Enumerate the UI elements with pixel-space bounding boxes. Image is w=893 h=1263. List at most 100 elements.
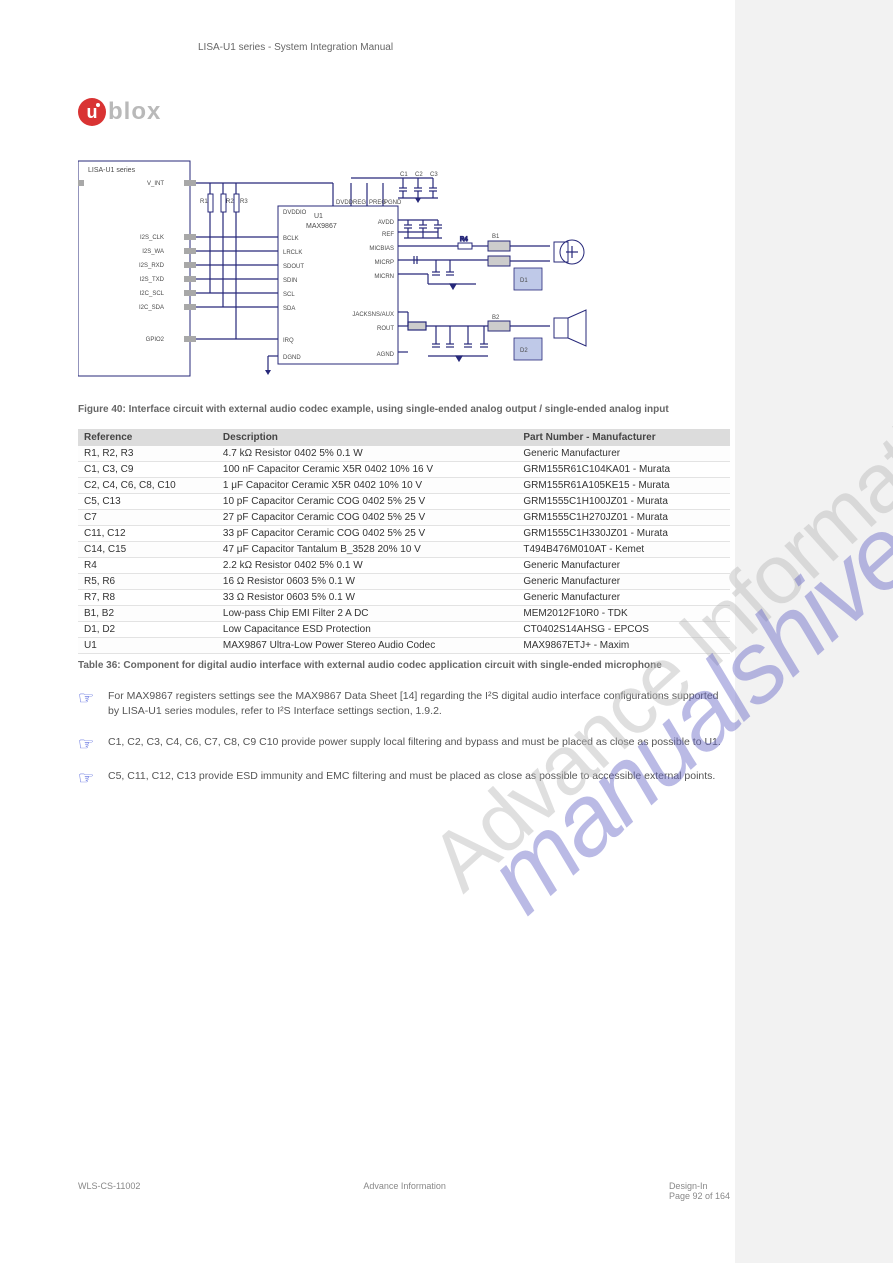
svg-text:I2C_SDA: I2C_SDA: [139, 305, 164, 311]
svg-text:REG: REG: [353, 200, 366, 206]
table-cell: D1, D2: [78, 622, 217, 638]
table-cell: B1, B2: [78, 606, 217, 622]
footer-center: Advance Information: [363, 1181, 446, 1201]
table-cell: T494B476M010AT - Kemet: [517, 542, 730, 558]
diag-module-label: LISA-U1 series: [88, 167, 136, 174]
pointer-icon: ☞: [78, 689, 98, 719]
table-cell: GRM155R61A105KE15 - Murata: [517, 478, 730, 494]
svg-text:I2S_WA: I2S_WA: [142, 249, 164, 255]
svg-text:PGND: PGND: [384, 200, 402, 206]
table-row: D1, D2Low Capacitance ESD ProtectionCT04…: [78, 622, 730, 638]
logo-text: blox: [108, 98, 161, 126]
svg-text:MICRP: MICRP: [375, 260, 394, 266]
table-caption: Table 36: Component for digital audio in…: [78, 660, 730, 671]
table-cell: GRM1555C1H270JZ01 - Murata: [517, 510, 730, 526]
svg-text:R1: R1: [200, 199, 208, 205]
col-ref: Reference: [78, 429, 217, 446]
bom-table: Reference Description Part Number - Manu…: [78, 429, 730, 654]
table-cell: Generic Manufacturer: [517, 574, 730, 590]
svg-text:C2: C2: [415, 172, 423, 178]
pointer-icon: ☞: [78, 735, 98, 753]
svg-text:I2S_RXD: I2S_RXD: [139, 263, 165, 269]
note-item: ☞ C5, C11, C12, C13 provide ESD immunity…: [78, 769, 730, 787]
svg-text:DVDDIO: DVDDIO: [283, 210, 307, 216]
table-row: C11, C1233 pF Capacitor Ceramic COG 0402…: [78, 526, 730, 542]
svg-text:R4: R4: [460, 237, 468, 243]
svg-text:R2: R2: [226, 199, 234, 205]
table-cell: 10 pF Capacitor Ceramic COG 0402 5% 25 V: [217, 494, 517, 510]
diagram-svg: .blk { fill:none; stroke:#27287a; stroke…: [78, 156, 608, 396]
table-cell: MAX9867 Ultra-Low Power Stereo Audio Cod…: [217, 638, 517, 654]
table-cell: C2, C4, C6, C8, C10: [78, 478, 217, 494]
svg-text:SCL: SCL: [283, 292, 295, 298]
svg-text:I2C_SCL: I2C_SCL: [140, 291, 165, 297]
table-cell: 2.2 kΩ Resistor 0402 5% 0.1 W: [217, 558, 517, 574]
logo-ball: u: [78, 98, 106, 126]
table-cell: 47 μF Capacitor Tantalum B_3528 20% 10 V: [217, 542, 517, 558]
table-row: C727 pF Capacitor Ceramic COG 0402 5% 25…: [78, 510, 730, 526]
svg-text:MICBIAS: MICBIAS: [369, 246, 394, 252]
table-cell: GRM1555C1H330JZ01 - Murata: [517, 526, 730, 542]
header-line1: LISA-U1 series - System Integration Manu…: [198, 42, 393, 53]
table-cell: MEM2012F10R0 - TDK: [517, 606, 730, 622]
note-text: C5, C11, C12, C13 provide ESD immunity a…: [108, 769, 715, 787]
table-cell: 100 nF Capacitor Ceramic X5R 0402 10% 16…: [217, 462, 517, 478]
table-cell: Generic Manufacturer: [517, 590, 730, 606]
svg-text:R3: R3: [240, 199, 248, 205]
running-header: LISA-U1 series - System Integration Manu…: [198, 42, 718, 53]
svg-text:GPIO2: GPIO2: [146, 337, 165, 343]
footer-left: WLS-CS-11002: [78, 1181, 140, 1201]
svg-text:DGND: DGND: [283, 355, 301, 361]
svg-text:I2S_CLK: I2S_CLK: [140, 235, 164, 241]
col-desc: Description: [217, 429, 517, 446]
table-cell: 27 pF Capacitor Ceramic COG 0402 5% 25 V: [217, 510, 517, 526]
diag-codec-label: MAX9867: [306, 223, 337, 230]
table-row: R42.2 kΩ Resistor 0402 5% 0.1 WGeneric M…: [78, 558, 730, 574]
svg-text:V_INT: V_INT: [147, 181, 164, 187]
svg-text:I2S_TXD: I2S_TXD: [140, 277, 165, 283]
pointer-icon: ☞: [78, 769, 98, 787]
table-cell: C14, C15: [78, 542, 217, 558]
table-cell: GRM1555C1H100JZ01 - Murata: [517, 494, 730, 510]
svg-text:BCLK: BCLK: [283, 236, 299, 242]
svg-text:AGND: AGND: [377, 352, 395, 358]
table-row: R7, R833 Ω Resistor 0603 5% 0.1 WGeneric…: [78, 590, 730, 606]
page-footer: WLS-CS-11002 Advance Information Design-…: [78, 1181, 730, 1201]
table-cell: R1, R2, R3: [78, 446, 217, 462]
table-row: R5, R616 Ω Resistor 0603 5% 0.1 WGeneric…: [78, 574, 730, 590]
svg-text:U1: U1: [314, 213, 323, 220]
svg-text:C3: C3: [430, 172, 438, 178]
table-cell: CT0402S14AHSG - EPCOS: [517, 622, 730, 638]
table-cell: Low-pass Chip EMI Filter 2 A DC: [217, 606, 517, 622]
table-row: B1, B2Low-pass Chip EMI Filter 2 A DCMEM…: [78, 606, 730, 622]
table-cell: Generic Manufacturer: [517, 558, 730, 574]
svg-text:MICRN: MICRN: [374, 274, 394, 280]
footer-right: Design-In Page 92 of 164: [669, 1181, 730, 1201]
svg-text:SDA: SDA: [283, 306, 295, 312]
svg-text:IRQ: IRQ: [283, 338, 294, 344]
logo-u: u: [87, 102, 98, 123]
notes-block: ☞ For MAX9867 registers settings see the…: [78, 689, 730, 787]
svg-text:D1: D1: [520, 278, 528, 284]
note-item: ☞ For MAX9867 registers settings see the…: [78, 689, 730, 719]
table-cell: 33 Ω Resistor 0603 5% 0.1 W: [217, 590, 517, 606]
circuit-diagram: .blk { fill:none; stroke:#27287a; stroke…: [78, 156, 608, 396]
svg-text:C1: C1: [400, 172, 408, 178]
table-cell: 1 μF Capacitor Ceramic X5R 0402 10% 10 V: [217, 478, 517, 494]
table-row: C2, C4, C6, C8, C101 μF Capacitor Cerami…: [78, 478, 730, 494]
table-cell: Generic Manufacturer: [517, 446, 730, 462]
table-row: U1MAX9867 Ultra-Low Power Stereo Audio C…: [78, 638, 730, 654]
table-cell: C5, C13: [78, 494, 217, 510]
table-cell: MAX9867ETJ+ - Maxim: [517, 638, 730, 654]
table-cell: R7, R8: [78, 590, 217, 606]
svg-text:REF: REF: [382, 232, 394, 238]
svg-text:LRCLK: LRCLK: [283, 250, 302, 256]
svg-text:ROUT: ROUT: [377, 326, 394, 332]
table-cell: C1, C3, C9: [78, 462, 217, 478]
right-sidebar: [735, 0, 893, 1263]
svg-text:SDOUT: SDOUT: [283, 264, 304, 270]
table-cell: U1: [78, 638, 217, 654]
table-cell: 4.7 kΩ Resistor 0402 5% 0.1 W: [217, 446, 517, 462]
table-cell: 16 Ω Resistor 0603 5% 0.1 W: [217, 574, 517, 590]
table-cell: GRM155R61C104KA01 - Murata: [517, 462, 730, 478]
